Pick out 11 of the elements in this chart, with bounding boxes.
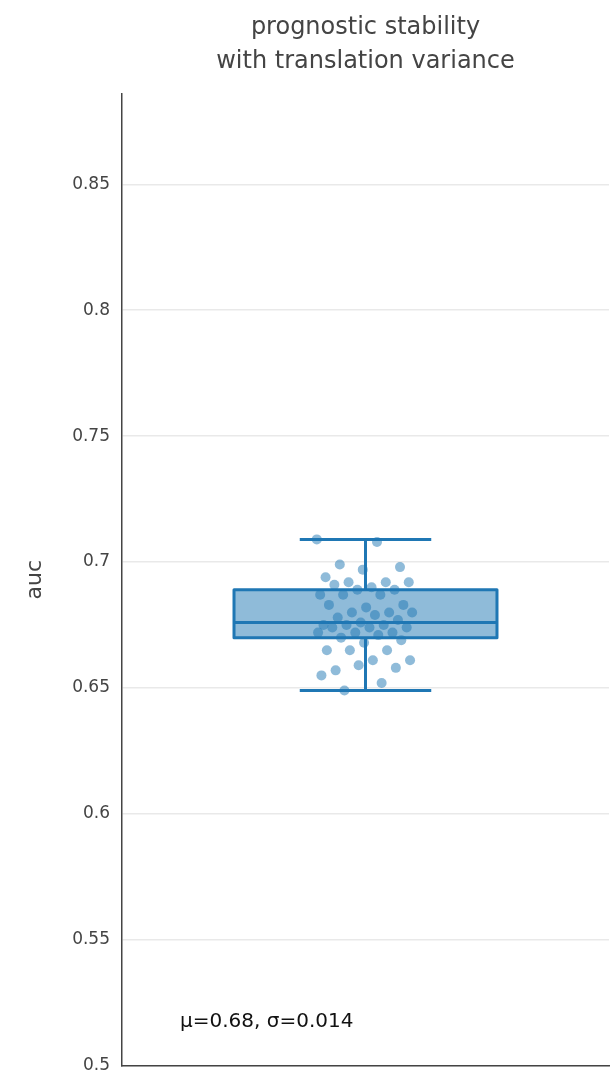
- y-tick-label: 0.85: [72, 172, 110, 193]
- y-tick-label: 0.65: [72, 676, 110, 697]
- y-tick-label: 0.55: [72, 928, 110, 949]
- chart-title: prognostic stability with translation variance: [216, 11, 515, 75]
- y-tick-label: 0.6: [82, 802, 110, 823]
- y-tick-label: 0.7: [82, 550, 110, 571]
- y-axis-title: auc: [20, 559, 46, 600]
- y-tick-label: 0.8: [82, 298, 110, 319]
- annotation: μ=0.68, σ=0.014: [180, 1008, 354, 1032]
- y-tick-label: 0.75: [72, 424, 110, 445]
- y-tick-label: 0.5: [82, 1054, 110, 1075]
